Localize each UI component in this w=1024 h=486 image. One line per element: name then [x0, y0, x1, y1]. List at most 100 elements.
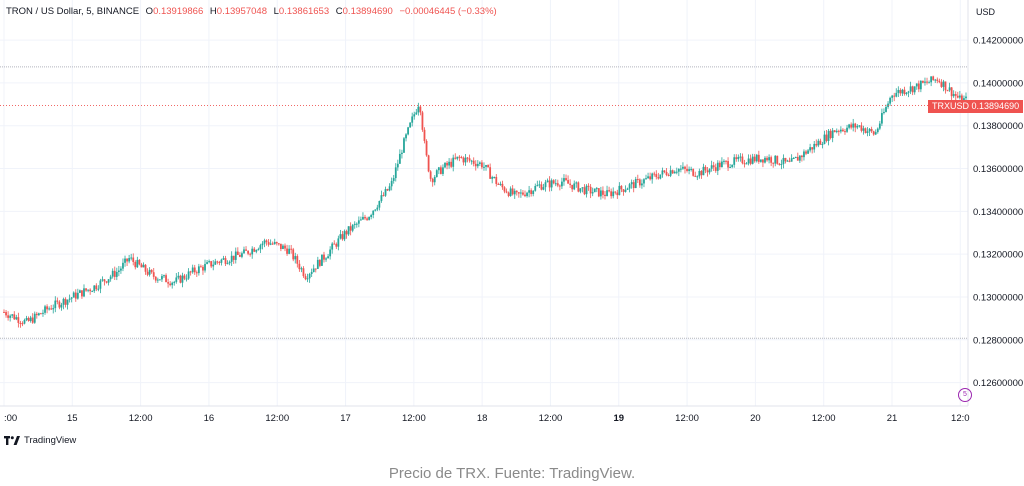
candle-body	[811, 147, 814, 150]
candle-body	[817, 140, 820, 146]
candle-body	[792, 157, 795, 159]
candle-body	[764, 157, 766, 163]
candle-body	[866, 131, 869, 133]
time-axis[interactable]: :00 15 12:00 16 12:00 17 12:00 18 12:00 19 12:00 20…	[4, 413, 970, 424]
candle-body	[448, 161, 451, 166]
candle-body	[158, 279, 161, 281]
candle-body	[222, 258, 225, 260]
candle-body	[226, 263, 229, 265]
candle-body	[602, 190, 604, 195]
candle-body	[698, 170, 701, 177]
candle-body	[97, 288, 100, 290]
candle-body	[83, 288, 85, 297]
candle-body	[95, 285, 98, 290]
price-tick-label: 0.13600000	[973, 164, 1023, 175]
candle-body	[456, 156, 459, 159]
candle-body	[667, 174, 670, 176]
candle-body	[731, 164, 734, 167]
candle-body	[343, 231, 346, 240]
candle-body	[150, 269, 153, 273]
candle-body	[224, 258, 227, 264]
candle-body	[333, 243, 336, 245]
candle-body	[58, 301, 61, 308]
candle-body	[634, 179, 637, 189]
candle-body	[312, 268, 315, 273]
tradingview-logo[interactable]: TradingView	[4, 435, 76, 446]
candle-body	[526, 192, 528, 197]
close-value: 0.13894690	[342, 6, 393, 17]
candle-body	[878, 123, 881, 129]
candle-body	[101, 279, 104, 281]
time-tick-label: 15	[67, 413, 78, 424]
candle-body	[243, 249, 245, 254]
candle-body	[23, 319, 26, 324]
candle-body	[277, 243, 280, 245]
candle-body	[206, 262, 208, 264]
high-label: H	[209, 6, 217, 17]
candle-body	[583, 187, 586, 195]
price-tick-label: 0.12600000	[973, 378, 1023, 389]
chart-area[interactable]: 0.12600000 0.12800000 0.13000000 0.13200000…	[0, 0, 1024, 430]
reference-lines	[0, 66, 968, 339]
candle-body	[782, 157, 785, 165]
candle-body	[532, 190, 535, 195]
candle-body	[474, 163, 477, 167]
close-label: C	[335, 6, 343, 17]
candle-body	[446, 162, 448, 166]
candle-body	[314, 268, 317, 270]
candle-body	[554, 183, 557, 185]
candle-body	[355, 223, 358, 225]
candle-body	[743, 163, 746, 165]
candle-body	[655, 174, 658, 178]
candle-body	[573, 183, 576, 190]
candle-body	[269, 243, 272, 245]
candle-body	[897, 89, 900, 93]
candle-body	[723, 160, 725, 162]
candle-body	[540, 184, 543, 190]
candle-body	[772, 162, 775, 164]
brand-name: TradingView	[24, 435, 77, 446]
candle-body	[13, 314, 16, 320]
price-axis[interactable]: 0.12600000 0.12800000 0.13000000 0.13200000…	[973, 36, 1023, 389]
candle-body	[275, 242, 278, 244]
candle-body	[191, 267, 194, 273]
candle-body	[934, 79, 937, 81]
candle-body	[261, 243, 264, 246]
candle-body	[911, 86, 914, 93]
candle-body	[595, 188, 598, 190]
candle-body	[27, 317, 30, 322]
currency-label[interactable]: USD	[976, 7, 996, 17]
candle-body	[883, 111, 885, 114]
candle-body	[930, 76, 933, 83]
time-tick-label: 12:00	[675, 413, 699, 424]
candle-body	[778, 163, 781, 165]
time-tick-label: 19	[613, 413, 624, 424]
candle-body	[739, 156, 742, 158]
candle-body	[895, 92, 898, 97]
candle-body	[417, 106, 420, 113]
price-chart[interactable]: 0.12600000 0.12800000 0.13000000 0.13200000…	[0, 0, 1024, 430]
event-marker-icon[interactable]: 5	[958, 388, 972, 402]
candle-body	[493, 176, 496, 178]
candle-body	[809, 147, 812, 151]
candle-body	[234, 251, 237, 260]
candle-body	[335, 243, 338, 247]
candle-body	[60, 304, 63, 308]
candle-body	[747, 158, 750, 164]
chart-grid	[0, 0, 968, 406]
candle-body	[220, 259, 223, 263]
candle-body	[833, 130, 836, 133]
candle-body	[70, 297, 73, 299]
candle-body	[846, 127, 848, 132]
candle-body	[503, 187, 506, 192]
candle-body	[784, 157, 787, 162]
badge-price: 0.13894690	[971, 101, 1020, 111]
candle-body	[9, 315, 12, 318]
candle-body	[755, 154, 758, 162]
high-value: 0.13957048	[216, 6, 267, 17]
candle-body	[917, 83, 920, 90]
candle-body	[524, 194, 526, 197]
candle-body	[575, 182, 578, 184]
candle-body	[302, 268, 305, 277]
candle-body	[282, 245, 284, 250]
